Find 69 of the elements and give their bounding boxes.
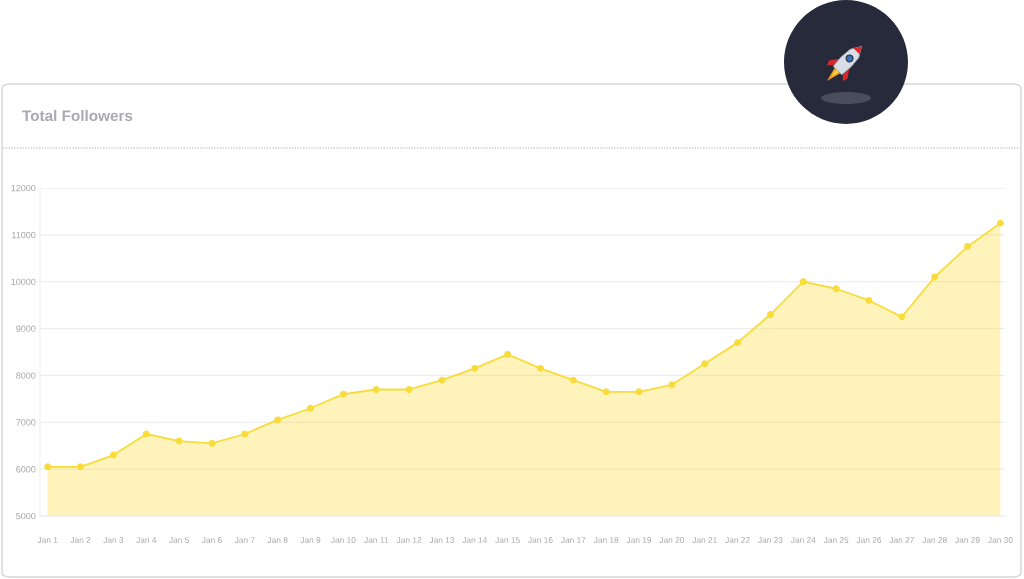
x-tick-label: Jan 25: [823, 537, 849, 543]
x-tick-label: Jan 11: [364, 537, 389, 543]
point: [635, 388, 643, 396]
point: [701, 360, 709, 368]
point: [668, 381, 676, 389]
point: [832, 285, 840, 293]
point: [931, 273, 939, 281]
y-tick-label: 5000: [16, 512, 36, 520]
y-tick-label: 12000: [11, 184, 36, 192]
point: [471, 364, 479, 372]
y-tick-label: 11000: [12, 231, 36, 239]
point: [274, 416, 282, 424]
x-tick-label: Jan 20: [659, 537, 685, 543]
y-tick-label: 9000: [16, 325, 36, 332]
point: [865, 296, 873, 304]
point: [372, 386, 380, 393]
x-tick-label: Jan 12: [396, 537, 422, 543]
x-tick-label: Jan 23: [758, 537, 783, 543]
point: [602, 388, 610, 396]
x-tick-label: Jan 16: [528, 537, 553, 543]
point: [339, 390, 347, 398]
x-tick-label: Jan 9: [300, 537, 321, 543]
point: [77, 463, 85, 471]
x-tick-label: Jan 13: [429, 537, 455, 543]
x-tick-label: Jan 26: [856, 537, 882, 543]
point: [537, 364, 544, 372]
point: [307, 404, 315, 412]
x-tick-label: Jan 17: [560, 537, 586, 543]
point: [799, 278, 807, 286]
point: [208, 439, 216, 447]
x-tick-label: Jan 1: [37, 537, 58, 543]
point: [734, 339, 742, 347]
point: [109, 451, 117, 459]
x-tick-label: Jan 6: [201, 537, 222, 543]
y-tick-label: 8000: [16, 372, 36, 379]
x-tick-label: Jan 27: [889, 537, 914, 543]
x-tick-label: Jan 24: [790, 537, 816, 543]
x-tick-label: Jan 30: [988, 537, 1013, 543]
x-tick-label: Jan 3: [103, 537, 124, 543]
point: [569, 376, 577, 384]
y-tick-label: 10000: [11, 278, 36, 286]
x-tick-label: Jan 14: [462, 537, 488, 543]
point: [438, 376, 446, 384]
y-tick-label: 6000: [16, 466, 36, 473]
chart-title: Total Followers: [22, 109, 133, 122]
point: [766, 311, 774, 318]
y-tick-label: 7000: [16, 419, 36, 426]
x-tick-label: Jan 5: [169, 537, 189, 543]
x-tick-label: Jan 8: [267, 537, 288, 543]
point: [504, 350, 512, 358]
point: [142, 430, 150, 438]
x-tick-label: Jan 21: [692, 537, 717, 543]
point: [44, 463, 52, 471]
point: [996, 219, 1004, 227]
x-tick-label: Jan 15: [495, 537, 520, 543]
x-tick-label: Jan 29: [955, 537, 980, 543]
x-tick-label: Jan 7: [234, 537, 255, 543]
x-tick-label: Jan 19: [626, 537, 652, 543]
point: [175, 437, 183, 445]
x-tick-label: Jan 18: [593, 537, 619, 543]
x-tick-label: Jan 10: [331, 537, 356, 543]
x-tick-label: Jan 2: [70, 537, 91, 543]
x-tick-label: Jan 28: [922, 537, 947, 543]
x-tick-label: Jan 4: [136, 537, 157, 543]
x-tick-label: Jan 22: [725, 537, 750, 543]
point: [898, 313, 906, 321]
point: [241, 430, 249, 438]
point: [964, 243, 972, 251]
point: [405, 386, 413, 393]
